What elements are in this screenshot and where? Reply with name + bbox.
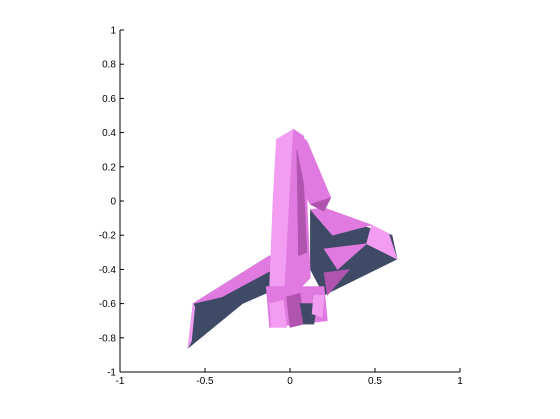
y-tick-label: -0.6 xyxy=(99,299,117,310)
x-tick-label: 1 xyxy=(457,376,463,387)
y-tick-label: 0.2 xyxy=(102,162,116,173)
shape-right-wing-pink-lower xyxy=(323,269,350,296)
y-tick-label: 0 xyxy=(110,197,116,208)
y-tick-label: 0.4 xyxy=(102,128,116,139)
shape-left-wing-edge xyxy=(187,303,196,349)
x-tick-label: 0 xyxy=(287,376,293,387)
ticks: -1 -0.8 -0.6 -0.4 -0.2 0 0.2 0.4 0.6 0.8 1 -1 -0.5 0 0… xyxy=(99,26,463,388)
y-tick-label: -0.4 xyxy=(99,265,117,276)
shape-right-wing-pink-tip xyxy=(366,224,398,260)
y-tick-label: -0.2 xyxy=(99,231,117,242)
shape-engine-nozzle-4 xyxy=(311,294,325,318)
shape-right-wing-pink-mid xyxy=(323,243,367,270)
x-tick-label: -1 xyxy=(116,376,125,387)
y-tick-label: -1 xyxy=(107,368,116,379)
shape-engine-nozzle-1 xyxy=(269,299,287,328)
surface-shapes xyxy=(187,128,398,349)
y-tick-label: -0.8 xyxy=(99,333,117,344)
shape-fuselage-shade xyxy=(296,149,308,256)
y-tick-label: 1 xyxy=(110,26,116,37)
shape-tail-fin-dark xyxy=(310,197,332,212)
y-tick-label: 0.6 xyxy=(102,94,116,105)
x-tick-label: 0.5 xyxy=(368,376,382,387)
y-tick-label: 0.8 xyxy=(102,60,116,71)
x-tick-label: -0.5 xyxy=(196,376,214,387)
